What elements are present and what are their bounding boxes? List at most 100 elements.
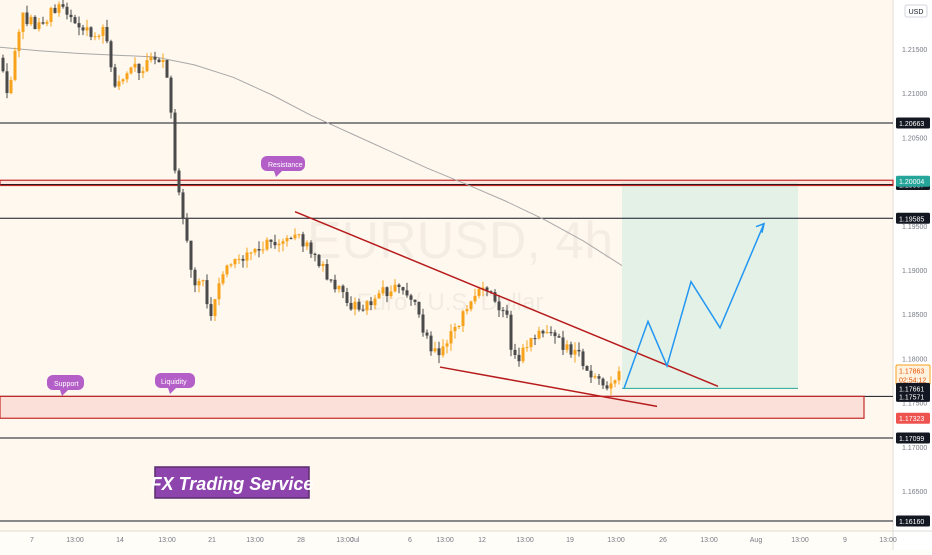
brand-box xyxy=(154,466,310,499)
candle-body xyxy=(537,330,541,339)
candle-body xyxy=(45,21,49,24)
support-bottom-price-label: 1.17323 xyxy=(899,416,924,423)
candle-body xyxy=(373,298,377,306)
projection-path xyxy=(623,223,765,389)
candle-body xyxy=(469,301,473,310)
time-tick-label: 7 xyxy=(30,537,34,544)
level-price-label-badge xyxy=(896,432,930,444)
candle-body xyxy=(449,331,453,344)
candle-body xyxy=(433,348,437,352)
candle-body xyxy=(361,309,365,311)
candle-body xyxy=(173,112,177,171)
price-tick-label: 1.18500 xyxy=(902,312,927,319)
candle-body xyxy=(57,4,61,13)
candle-body xyxy=(245,252,249,261)
candle-body xyxy=(333,279,337,290)
candle-body xyxy=(325,264,329,280)
candle-body xyxy=(561,337,565,350)
candle-body xyxy=(313,253,317,255)
support-label-pointer xyxy=(60,390,68,396)
candle-body xyxy=(97,35,101,37)
candle-body xyxy=(21,12,25,32)
time-tick-label: 14 xyxy=(116,537,124,544)
candle-body xyxy=(349,303,353,310)
level-price-label-badge xyxy=(896,515,930,527)
candle-body xyxy=(461,311,465,326)
candle-body xyxy=(549,332,553,334)
candle-body xyxy=(397,284,401,287)
candle-body xyxy=(501,310,505,312)
resistance-zone xyxy=(0,179,894,187)
level-price-label: 1.19585 xyxy=(899,216,924,223)
candle-body xyxy=(285,238,289,242)
candle-body xyxy=(505,310,509,315)
candle-body xyxy=(445,343,449,347)
time-tick-label: 13:00 xyxy=(879,537,897,544)
candle-body xyxy=(409,295,413,300)
candle-countdown-label: 02:54:12 xyxy=(899,378,926,385)
candle-body xyxy=(353,301,357,310)
candle-body xyxy=(237,258,241,260)
candle-body xyxy=(269,239,273,242)
candle-body xyxy=(225,265,229,275)
level-price-label-badge xyxy=(896,117,930,129)
candle-body xyxy=(357,301,361,310)
candle-body xyxy=(565,344,569,350)
candle-body xyxy=(413,299,417,302)
time-tick-label: 13:00 xyxy=(516,537,534,544)
time-tick-label: 12 xyxy=(478,537,486,544)
candle-body xyxy=(569,344,573,355)
candle-body xyxy=(581,351,585,366)
candle-body xyxy=(217,283,221,300)
candle-body xyxy=(321,264,325,266)
candle-body xyxy=(281,241,285,244)
level-price-label: 1.20663 xyxy=(899,121,924,128)
candle-body xyxy=(601,378,605,386)
candle-body xyxy=(109,41,113,68)
candle-body xyxy=(113,67,117,87)
candle-body xyxy=(177,170,181,193)
candle-body xyxy=(597,376,601,379)
candle-body xyxy=(161,60,165,62)
target-zone xyxy=(622,182,798,389)
candle-body xyxy=(429,335,433,352)
time-tick-label: 26 xyxy=(659,537,667,544)
level-price-label: 1.17571 xyxy=(899,394,924,401)
live-price-label: 1.17863 xyxy=(899,369,924,376)
candle-body xyxy=(317,254,321,266)
candle-body xyxy=(265,239,269,250)
time-tick-label: 19 xyxy=(566,537,574,544)
candle-body xyxy=(493,292,497,302)
candle-body xyxy=(125,73,129,80)
candle-body xyxy=(61,4,65,7)
candle-body xyxy=(425,332,429,336)
candle-body xyxy=(181,192,185,218)
candle-body xyxy=(509,314,513,350)
candle-body xyxy=(417,301,421,315)
candle-body xyxy=(553,332,557,337)
candle-body xyxy=(17,31,21,51)
support-label-bubble xyxy=(47,375,84,390)
price-tick-label: 1.18000 xyxy=(902,356,927,363)
currency-label: USD xyxy=(909,9,924,16)
watermark-title: EURUSD, 4h xyxy=(307,212,613,270)
candle-body xyxy=(253,249,257,253)
level-price-label-badge xyxy=(896,212,930,224)
time-tick-label: 13:00 xyxy=(436,537,454,544)
candle-body xyxy=(437,348,441,356)
candle-body xyxy=(609,383,613,389)
candle-body xyxy=(197,281,201,286)
resistance-top-price-label: 1.20004 xyxy=(899,179,924,186)
currency-chip[interactable] xyxy=(904,4,928,18)
candle-body xyxy=(101,27,105,36)
candle-body xyxy=(405,290,409,296)
candle-body xyxy=(133,63,137,68)
candle-body xyxy=(497,301,501,311)
candle-body xyxy=(201,280,205,282)
candle-body xyxy=(377,293,381,299)
candle-body xyxy=(145,60,149,72)
time-tick-label: 13:00 xyxy=(246,537,264,544)
support-label: Support xyxy=(54,381,79,388)
